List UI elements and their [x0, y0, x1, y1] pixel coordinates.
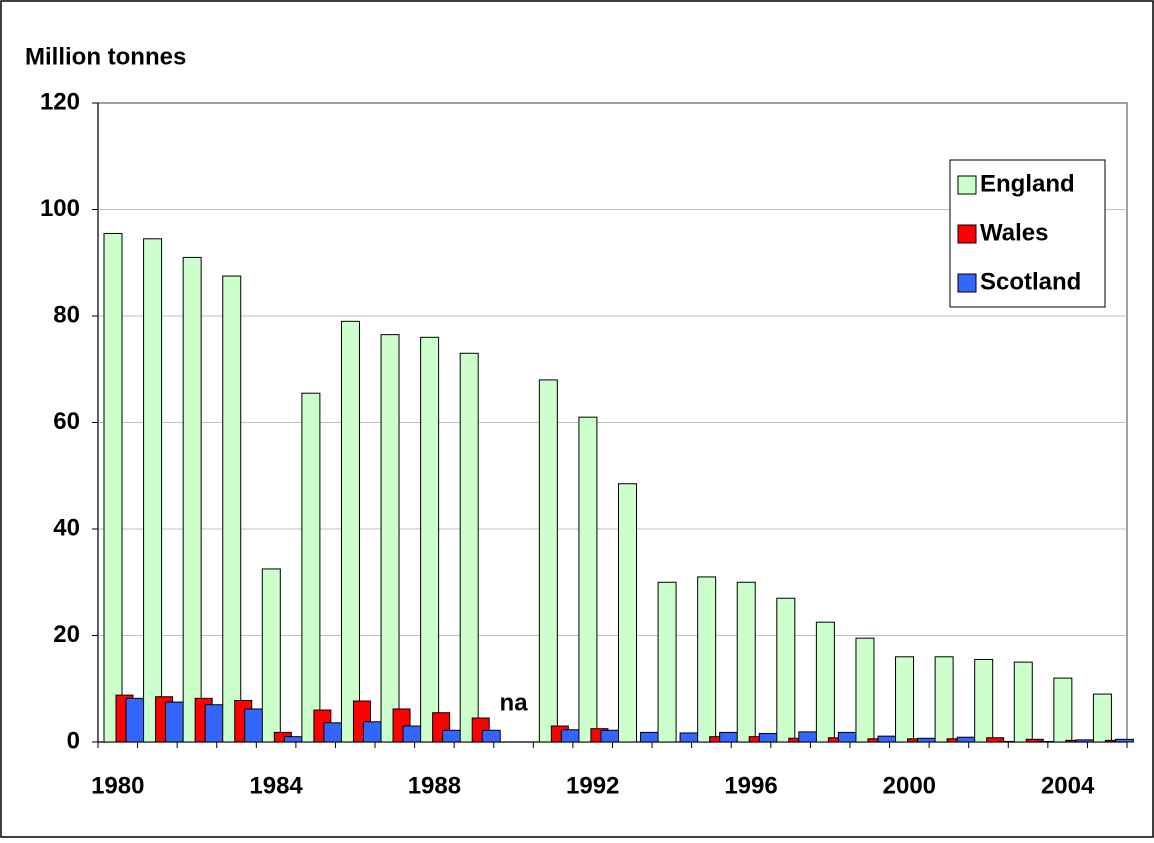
bar	[261, 568, 281, 743]
bar	[640, 731, 659, 743]
x-tick-label: 2000	[883, 772, 936, 799]
bar	[283, 736, 303, 743]
bar	[578, 416, 598, 743]
axis-title: Million tonnes	[25, 43, 186, 70]
bar	[222, 275, 242, 743]
bar	[1035, 740, 1055, 743]
y-tick-label: 80	[53, 301, 80, 328]
y-tick-label: 60	[53, 408, 80, 435]
bar	[798, 731, 818, 743]
annotation: na	[500, 689, 529, 716]
y-tick-label: 100	[40, 195, 80, 222]
bar	[1092, 693, 1112, 743]
bar	[340, 320, 360, 743]
legend-label: Scotland	[980, 268, 1081, 295]
legend-swatch	[957, 224, 977, 244]
bar	[600, 729, 620, 743]
bar	[815, 621, 835, 743]
bar	[1075, 739, 1095, 743]
bar	[1053, 677, 1073, 743]
x-tick-label: 1984	[249, 772, 303, 799]
x-tick-label: 1992	[566, 772, 619, 799]
bar	[618, 483, 637, 743]
bar	[837, 731, 857, 743]
bar	[679, 732, 699, 743]
x-tick-label: 1988	[408, 772, 461, 799]
legend-swatch	[957, 175, 977, 195]
bar	[165, 701, 185, 743]
bar	[103, 232, 123, 743]
bar	[758, 732, 778, 743]
legend-label: Wales	[980, 219, 1048, 246]
bar	[657, 581, 677, 743]
x-tick-label: 2004	[1041, 772, 1095, 799]
bar	[380, 334, 400, 743]
bar	[895, 656, 915, 743]
bar	[986, 737, 1005, 743]
bar	[934, 656, 954, 743]
bar	[420, 336, 440, 743]
bar	[481, 729, 501, 743]
x-tick-label: 1980	[91, 772, 144, 799]
y-tick-label: 0	[67, 727, 80, 754]
y-tick-label: 40	[53, 514, 80, 541]
bar	[143, 238, 163, 743]
bar	[362, 721, 382, 743]
bar	[996, 740, 1016, 743]
bar	[301, 392, 321, 743]
bar	[855, 637, 875, 743]
bar	[244, 708, 264, 743]
y-tick-label: 120	[40, 88, 80, 115]
bar	[917, 737, 937, 743]
bar	[974, 658, 994, 743]
bar	[323, 722, 343, 743]
bar	[1025, 738, 1044, 743]
bar	[1114, 738, 1134, 743]
bar	[719, 731, 739, 743]
bar	[956, 736, 976, 743]
bar	[736, 581, 756, 743]
bar	[459, 352, 479, 743]
bar	[560, 729, 580, 743]
bar	[697, 576, 717, 743]
y-tick-label: 20	[53, 621, 80, 648]
bar	[776, 597, 796, 743]
legend-swatch	[957, 273, 977, 293]
bar	[1013, 661, 1033, 743]
x-tick-label: 1996	[724, 772, 777, 799]
legend-label: England	[980, 170, 1075, 197]
bar	[442, 729, 462, 743]
bar	[877, 735, 897, 743]
bar	[182, 256, 202, 743]
bar	[402, 725, 422, 743]
bar	[204, 704, 224, 743]
bar	[125, 697, 145, 743]
bar	[538, 379, 558, 743]
